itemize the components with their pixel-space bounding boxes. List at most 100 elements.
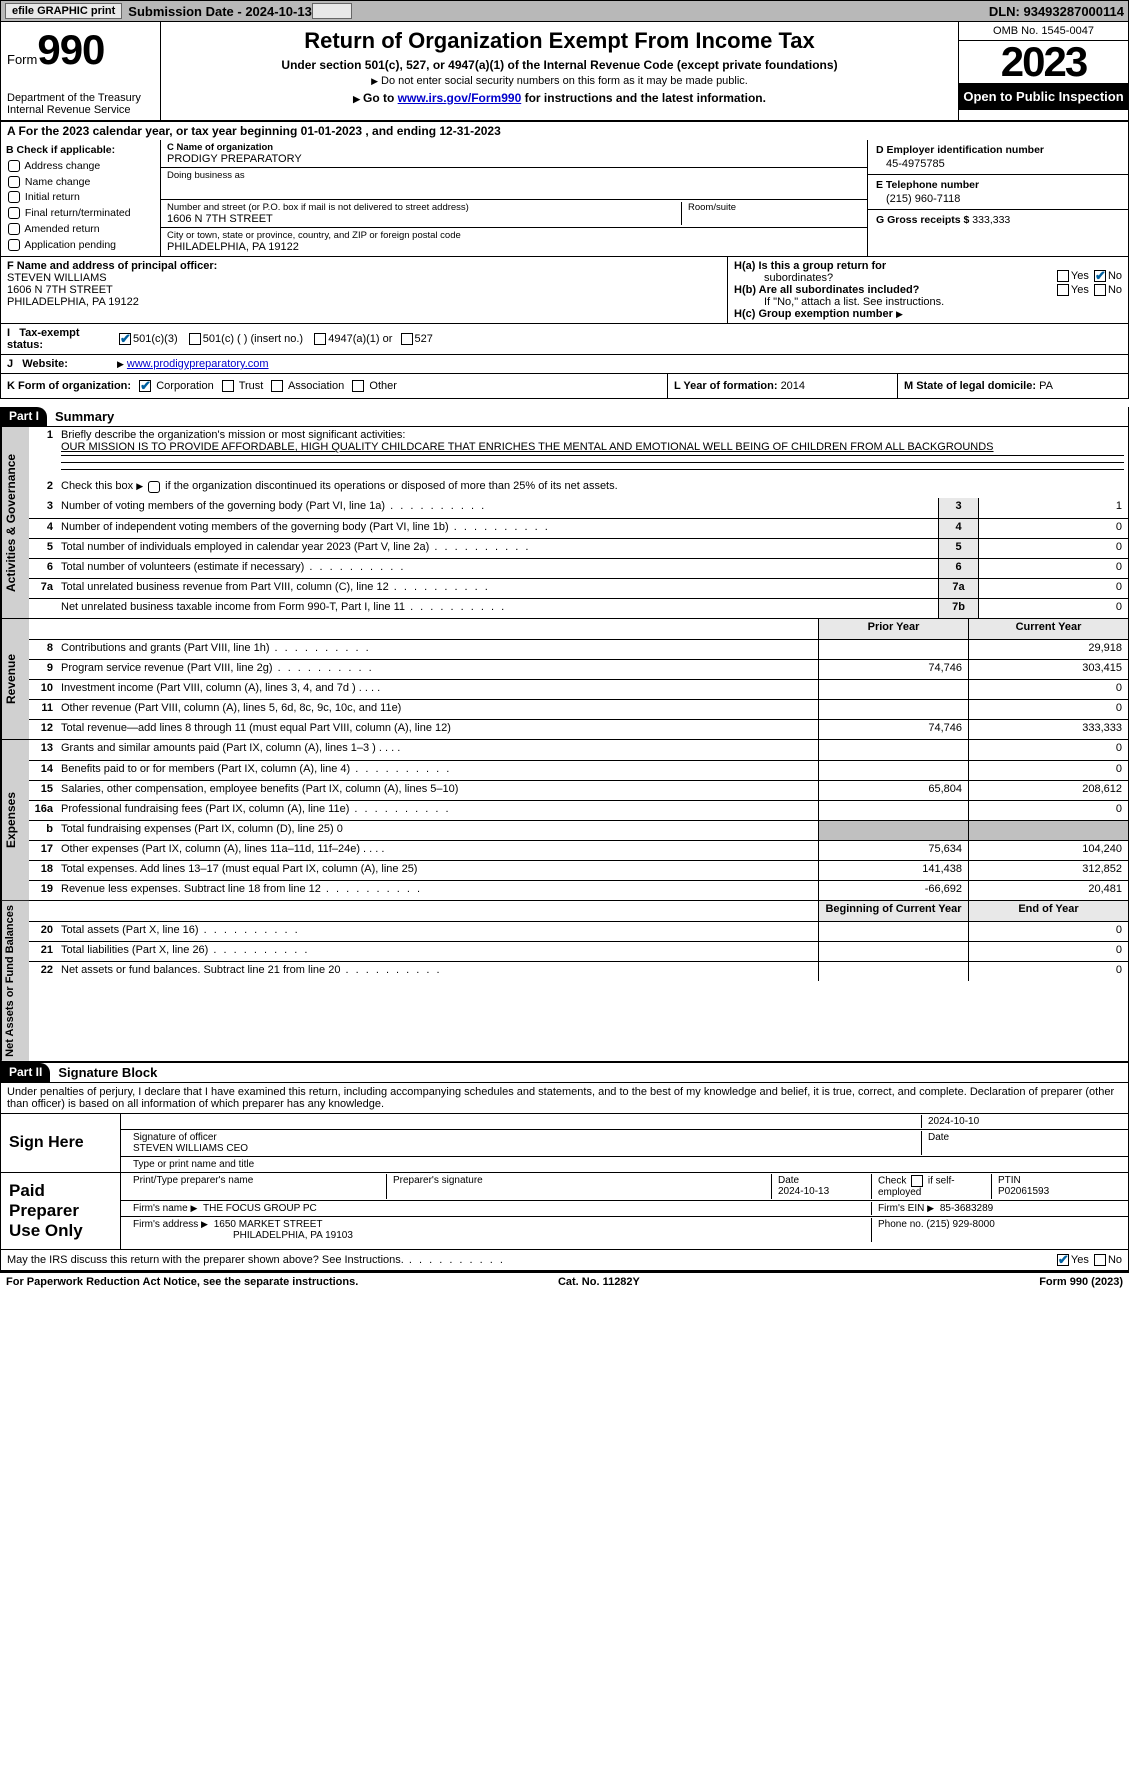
l22: Net assets or fund balances. Subtract li… <box>57 962 818 981</box>
vtab-ag: Activities & Governance <box>1 427 29 618</box>
officer-sig-name: STEVEN WILLIAMS CEO <box>133 1143 248 1154</box>
part2-header: Part II Signature Block <box>0 1062 1129 1083</box>
row-klm: K Form of organization: Corporation Trus… <box>0 374 1129 399</box>
prep-date-label: Date <box>778 1175 799 1186</box>
discuss-yes: Yes <box>1071 1254 1089 1266</box>
hb-no: No <box>1108 284 1122 296</box>
chk-corp[interactable] <box>139 380 151 392</box>
sig-date-label: Date <box>928 1132 949 1143</box>
hb-yes: Yes <box>1071 284 1089 296</box>
vtab-exp: Expenses <box>1 740 29 900</box>
street: 1606 N 7TH STREET <box>167 213 681 225</box>
ptin-label: PTIN <box>998 1175 1021 1186</box>
ha-sub: subordinates? <box>734 272 833 284</box>
firm-ein: 85-3683289 <box>940 1203 993 1214</box>
c17: 104,240 <box>968 841 1128 860</box>
part2-title: Signature Block <box>50 1063 1128 1082</box>
gross-label: G Gross receipts $ <box>876 214 972 226</box>
b-opt-0: Address change <box>24 160 100 172</box>
dept-treasury: Department of the Treasury Internal Reve… <box>7 92 154 116</box>
top-bar: efile GRAPHIC print Submission Date - 20… <box>0 0 1129 22</box>
chk-hb-no[interactable] <box>1094 284 1106 296</box>
prep-sig-label: Preparer's signature <box>393 1175 483 1186</box>
l2: Check this box if the organization disco… <box>57 478 1128 498</box>
chk-discuss-no[interactable] <box>1094 1254 1106 1266</box>
chk-trust[interactable] <box>222 380 234 392</box>
firm-phone-label: Phone no. <box>878 1219 924 1230</box>
l1-label: Briefly describe the organization's miss… <box>61 429 405 441</box>
chk-501c3[interactable] <box>119 333 131 345</box>
c12: 333,333 <box>968 720 1128 739</box>
form-header: Form990 Department of the Treasury Inter… <box>0 22 1129 122</box>
c16a: 0 <box>968 801 1128 820</box>
chk-527[interactable] <box>401 333 413 345</box>
l4: Number of independent voting members of … <box>57 519 938 538</box>
chk-app-pending[interactable] <box>8 239 20 251</box>
blank-button[interactable] <box>312 3 352 19</box>
hdr-prior: Prior Year <box>818 619 968 639</box>
chk-assoc[interactable] <box>271 380 283 392</box>
hb-note: If "No," attach a list. See instructions… <box>734 296 1122 308</box>
chk-final-return[interactable] <box>8 207 20 219</box>
goto-pre: Go to <box>363 91 398 105</box>
p16b <box>818 821 968 840</box>
irs-link[interactable]: www.irs.gov/Form990 <box>398 91 522 105</box>
p10 <box>818 680 968 699</box>
l5: Total number of individuals employed in … <box>57 539 938 558</box>
l13: Grants and similar amounts paid (Part IX… <box>57 740 818 760</box>
street-label: Number and street (or P.O. box if mail i… <box>167 202 681 213</box>
l9: Program service revenue (Part VIII, line… <box>57 660 818 679</box>
officer-name: STEVEN WILLIAMS <box>7 272 721 284</box>
chk-discuss-yes[interactable] <box>1057 1254 1069 1266</box>
part1-ag: Activities & Governance 1 Briefly descri… <box>0 427 1129 619</box>
chk-ha-yes[interactable] <box>1057 270 1069 282</box>
header-left: Form990 Department of the Treasury Inter… <box>1 22 161 120</box>
l14: Benefits paid to or for members (Part IX… <box>57 761 818 780</box>
c22: 0 <box>968 962 1128 981</box>
part1-header: Part I Summary <box>0 407 1129 427</box>
l16b: Total fundraising expenses (Part IX, col… <box>57 821 818 840</box>
website-link[interactable]: www.prodigypreparatory.com <box>127 358 269 370</box>
chk-name-change[interactable] <box>8 176 20 188</box>
chk-self-employed[interactable] <box>911 1175 923 1187</box>
chk-4947[interactable] <box>314 333 326 345</box>
p17: 75,634 <box>818 841 968 860</box>
page-footer: For Paperwork Reduction Act Notice, see … <box>0 1271 1129 1291</box>
l11: Other revenue (Part VIII, column (A), li… <box>57 700 818 719</box>
chk-discontinued[interactable] <box>148 481 160 493</box>
tel: (215) 960-7118 <box>876 193 1120 205</box>
hdr-end: End of Year <box>968 901 1128 921</box>
p9: 74,746 <box>818 660 968 679</box>
paid-preparer-label: Paid Preparer Use Only <box>1 1173 121 1249</box>
footer-mid: Cat. No. 11282Y <box>558 1276 640 1288</box>
form-number: 990 <box>37 26 104 73</box>
efile-button[interactable]: efile GRAPHIC print <box>5 3 122 19</box>
chk-initial-return[interactable] <box>8 191 20 203</box>
chk-hb-yes[interactable] <box>1057 284 1069 296</box>
dln: DLN: 93493287000114 <box>989 4 1124 19</box>
part1-exp: Expenses 13Grants and similar amounts pa… <box>0 740 1129 901</box>
col-h: H(a) Is this a group return for subordin… <box>728 257 1128 323</box>
chk-other[interactable] <box>352 380 364 392</box>
k-o3: Association <box>288 380 344 392</box>
officer-city: PHILADELPHIA, PA 19122 <box>7 296 721 308</box>
chk-ha-no[interactable] <box>1094 270 1106 282</box>
firm-ein-label: Firm's EIN <box>878 1203 924 1214</box>
c16b <box>968 821 1128 840</box>
v5: 0 <box>978 539 1128 558</box>
c20: 0 <box>968 922 1128 941</box>
p12: 74,746 <box>818 720 968 739</box>
b-opt-3: Final return/terminated <box>25 207 131 219</box>
firm-addr1: 1650 MARKET STREET <box>214 1219 323 1230</box>
chk-amended[interactable] <box>8 223 20 235</box>
chk-501c[interactable] <box>189 333 201 345</box>
chk-address-change[interactable] <box>8 160 20 172</box>
hdr-curr: Current Year <box>968 619 1128 639</box>
p8 <box>818 640 968 659</box>
hc-label: H(c) Group exemption number <box>734 308 1122 320</box>
header-right: OMB No. 1545-0047 2023 Open to Public In… <box>958 22 1128 120</box>
discuss-no: No <box>1108 1254 1122 1266</box>
l17: Other expenses (Part IX, column (A), lin… <box>57 841 818 860</box>
b-label: B Check if applicable: <box>6 143 155 159</box>
discuss-row: May the IRS discuss this return with the… <box>0 1250 1129 1271</box>
